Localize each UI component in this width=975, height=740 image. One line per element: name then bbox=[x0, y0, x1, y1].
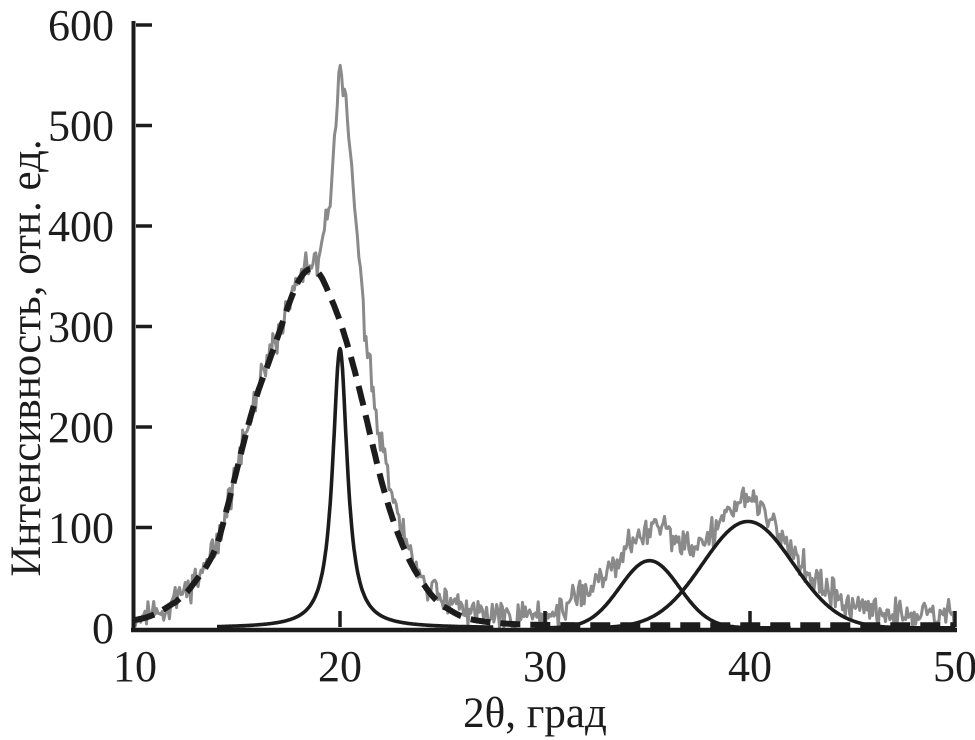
axes-layer bbox=[131, 21, 957, 633]
series-gaussian-peak-fit-40deg bbox=[605, 519, 956, 630]
x-tick-label: 10 bbox=[113, 642, 157, 691]
y-tick-label: 300 bbox=[48, 303, 114, 352]
y-tick-label: 500 bbox=[48, 102, 114, 151]
x-axis-title: 2θ, град bbox=[463, 690, 607, 737]
y-axis-title: Интенсивность, отн. ед. bbox=[3, 139, 50, 576]
series-gaussian-peak-fit-35deg bbox=[533, 558, 792, 630]
x-tick-label: 20 bbox=[318, 642, 362, 691]
x-tick-label: 40 bbox=[728, 642, 772, 691]
x-tick-label: 50 bbox=[933, 642, 975, 691]
x-tick-label: 30 bbox=[523, 642, 567, 691]
y-tick-label: 600 bbox=[48, 1, 114, 50]
series-amorphous-halo-fit bbox=[133, 265, 957, 629]
series-crystalline-peak-fit-20deg bbox=[216, 346, 495, 629]
y-tick-label: 100 bbox=[48, 504, 114, 553]
curves-layer bbox=[133, 63, 956, 630]
y-tick-label: 200 bbox=[48, 403, 114, 452]
series-experimental-pattern bbox=[133, 63, 956, 630]
y-tick-label: 400 bbox=[48, 202, 114, 251]
y-tick-label: 0 bbox=[92, 604, 114, 653]
fit-curves-layer bbox=[133, 265, 957, 630]
